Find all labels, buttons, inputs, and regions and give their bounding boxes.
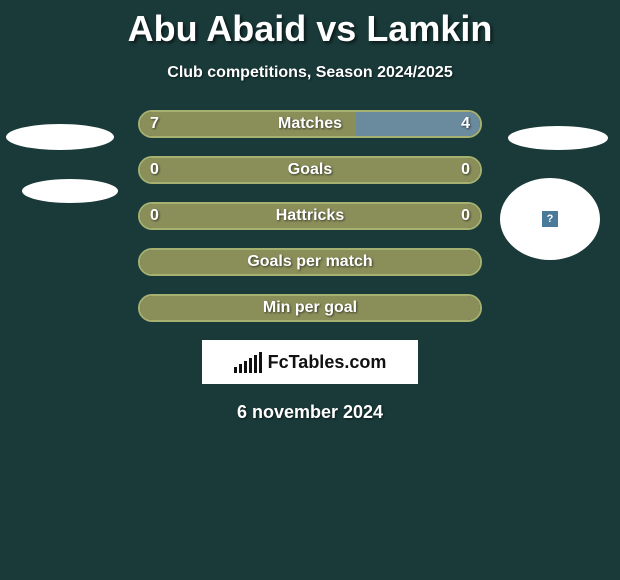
stat-row: 00Hattricks [138, 202, 482, 230]
stat-label: Matches [140, 112, 480, 136]
brand-bar [244, 361, 247, 373]
stat-label: Goals per match [140, 250, 480, 274]
page-title: Abu Abaid vs Lamkin [0, 0, 620, 50]
stat-row: Min per goal [138, 294, 482, 322]
subtitle: Club competitions, Season 2024/2025 [0, 64, 620, 82]
player-left-avatar-top [6, 124, 114, 150]
placeholder-icon: ? [542, 211, 558, 227]
brand-bar [254, 355, 257, 373]
brand-bar [249, 358, 252, 373]
brand-badge[interactable]: FcTables.com [202, 340, 418, 384]
player-left-avatar-bottom [22, 179, 118, 203]
brand-text: FcTables.com [268, 352, 387, 373]
brand-bar [239, 364, 242, 373]
brand-bar [259, 352, 262, 373]
player-right-avatar-bottom: ? [500, 178, 600, 260]
stat-row: 74Matches [138, 110, 482, 138]
stat-row: 00Goals [138, 156, 482, 184]
brand-bars-icon [234, 352, 262, 373]
stat-label: Min per goal [140, 296, 480, 320]
date-text: 6 november 2024 [0, 402, 620, 423]
brand-bar [234, 367, 237, 373]
stat-row: Goals per match [138, 248, 482, 276]
stat-label: Hattricks [140, 204, 480, 228]
player-right-avatar-top [508, 126, 608, 150]
stat-label: Goals [140, 158, 480, 182]
